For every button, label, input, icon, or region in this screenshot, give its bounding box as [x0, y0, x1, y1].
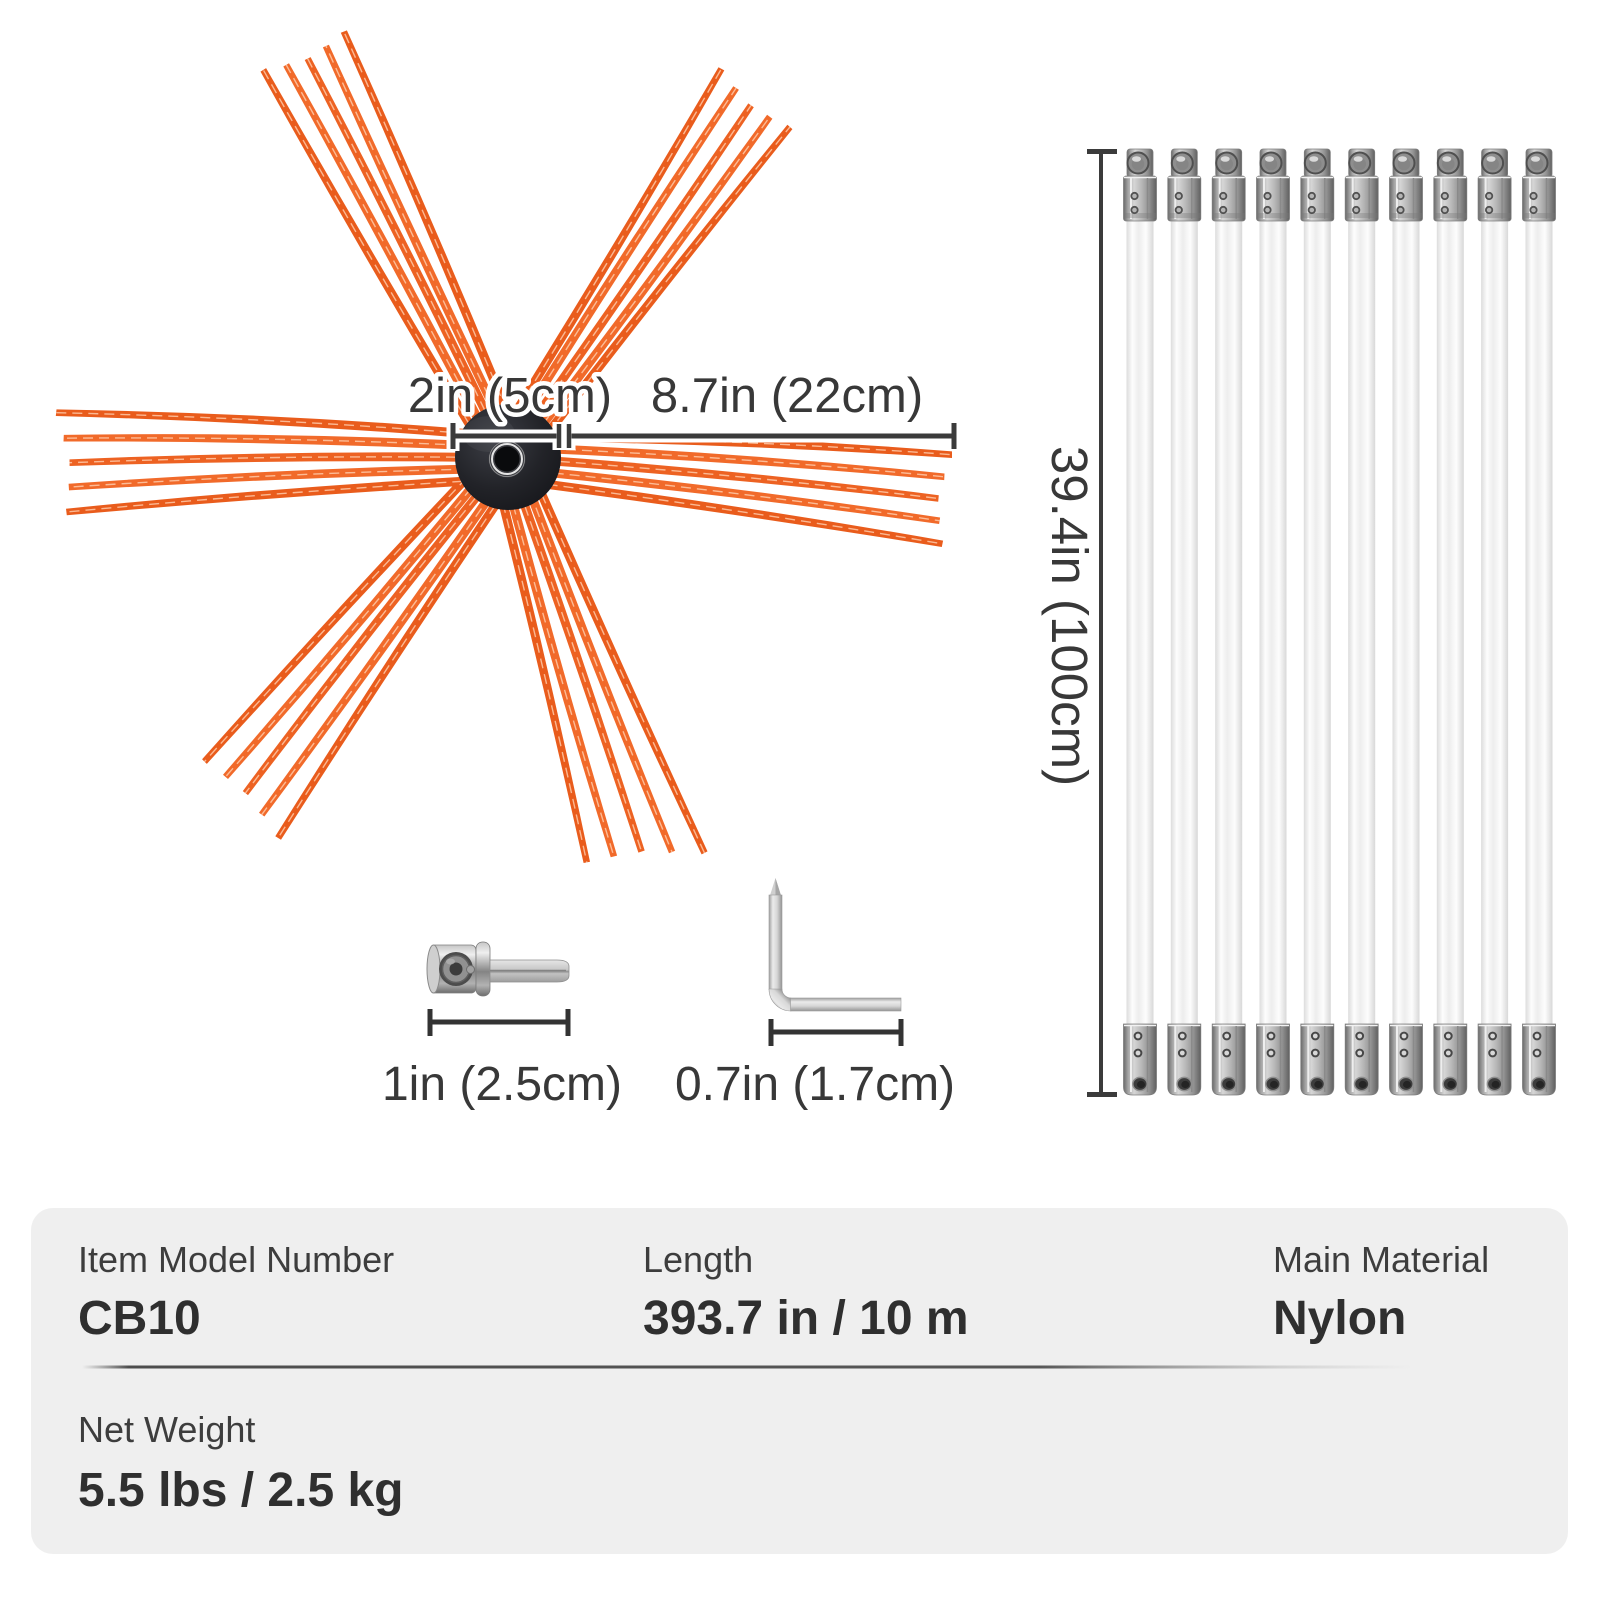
svg-text:Net Weight: Net Weight: [78, 1409, 255, 1450]
svg-text:39.4in (100cm): 39.4in (100cm): [1041, 446, 1098, 786]
svg-text:Item Model Number: Item Model Number: [78, 1239, 394, 1280]
svg-text:2in (5cm): 2in (5cm): [408, 369, 612, 423]
svg-text:5.5 lbs / 2.5 kg: 5.5 lbs / 2.5 kg: [78, 1464, 404, 1517]
svg-text:Main Material: Main Material: [1273, 1239, 1489, 1280]
svg-text:0.7in (1.7cm): 0.7in (1.7cm): [675, 1058, 955, 1111]
svg-text:Length: Length: [643, 1239, 753, 1280]
svg-text:393.7 in / 10 m: 393.7 in / 10 m: [643, 1292, 969, 1345]
svg-text:Nylon: Nylon: [1273, 1292, 1406, 1345]
svg-text:8.7in (22cm): 8.7in (22cm): [651, 369, 923, 423]
svg-text:1in (2.5cm): 1in (2.5cm): [382, 1058, 622, 1111]
svg-text:CB10: CB10: [78, 1292, 201, 1345]
